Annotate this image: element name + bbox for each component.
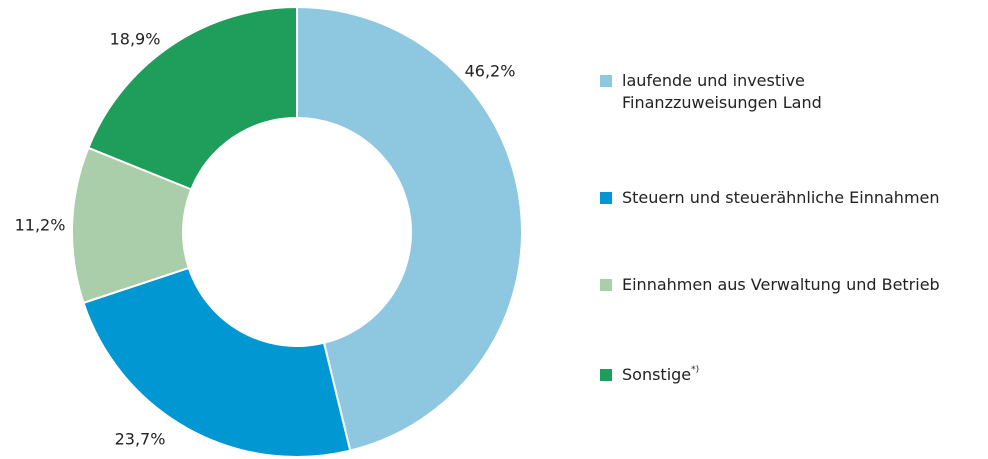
value-label: 23,7% [115, 430, 166, 449]
slice [87, 5, 298, 191]
legend-label: Einnahmen aus Verwaltung und Betrieb [622, 275, 940, 294]
legend-swatch [600, 279, 612, 291]
value-label: 18,9% [110, 30, 161, 49]
legend-item: laufende und investive Finanzzuweisungen… [600, 70, 840, 114]
legend-swatch [600, 369, 612, 381]
legend-label: Steuern und steuerähnliche Einnahmen [622, 188, 940, 207]
value-label: 11,2% [15, 216, 66, 235]
legend-label: laufende und investive Finanzzuweisungen… [622, 71, 822, 112]
legend-swatch [600, 192, 612, 204]
legend-swatch [600, 75, 612, 87]
slice [82, 266, 352, 458]
value-label: 46,2% [465, 62, 516, 81]
footnote-mark: *) [691, 365, 700, 375]
slice [296, 5, 523, 452]
legend-item: Einnahmen aus Verwaltung und Betrieb [600, 274, 980, 296]
legend-item: Steuern und steuerähnliche Einnahmen [600, 187, 980, 209]
legend-label: Sonstige [622, 365, 692, 384]
legend-item: Sonstige *) [600, 364, 980, 386]
chart: 46,2% 23,7% 11,2% 18,9% [15, 5, 523, 458]
